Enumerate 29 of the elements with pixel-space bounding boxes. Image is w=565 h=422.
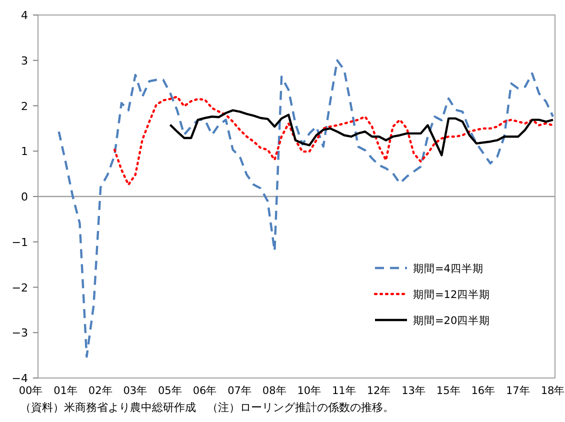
x-tick-label: 16年 [471, 385, 496, 397]
x-tick-label: 18年 [540, 385, 565, 397]
y-tick-label: 1 [21, 145, 28, 158]
x-tick-label: 10年 [297, 385, 322, 397]
x-tick-label: 06年 [192, 385, 218, 397]
x-tick-label: 01年 [54, 385, 78, 397]
x-tick-label: 08年 [262, 385, 287, 397]
x-tick-label: 05年 [158, 385, 182, 397]
legend-label: 期間=12四半期 [413, 288, 490, 301]
text: （資料）米商務省より農中総研作成 （注）ローリング推計の係数の推移。 [20, 401, 394, 414]
x-tick-label: 07年 [228, 385, 252, 397]
y-tick-label: −2 [12, 281, 28, 294]
y-tick-label: −3 [12, 326, 28, 340]
x-tick-label: 12年 [366, 385, 392, 397]
y-tick-label: 3 [21, 54, 28, 68]
legend-label: 期間=20四半期 [413, 314, 490, 327]
x-tick-label: 17年 [506, 385, 530, 397]
x-tick-label: 11年 [332, 385, 356, 397]
x-tick-label: 00年 [18, 385, 44, 397]
x-tick-label: 03年 [123, 385, 148, 397]
x-tick-label: 13年 [402, 385, 426, 397]
legend-label: 期間=4四半期 [413, 262, 484, 275]
y-tick-label: 2 [21, 100, 28, 113]
x-tick-label: 15年 [436, 385, 461, 397]
y-tick-label: −4 [12, 372, 28, 385]
y-tick-label: 0 [21, 190, 28, 204]
x-tick-label: 02年 [88, 385, 113, 397]
y-tick-label: −1 [12, 236, 28, 249]
y-tick-label: 4 [21, 9, 28, 22]
